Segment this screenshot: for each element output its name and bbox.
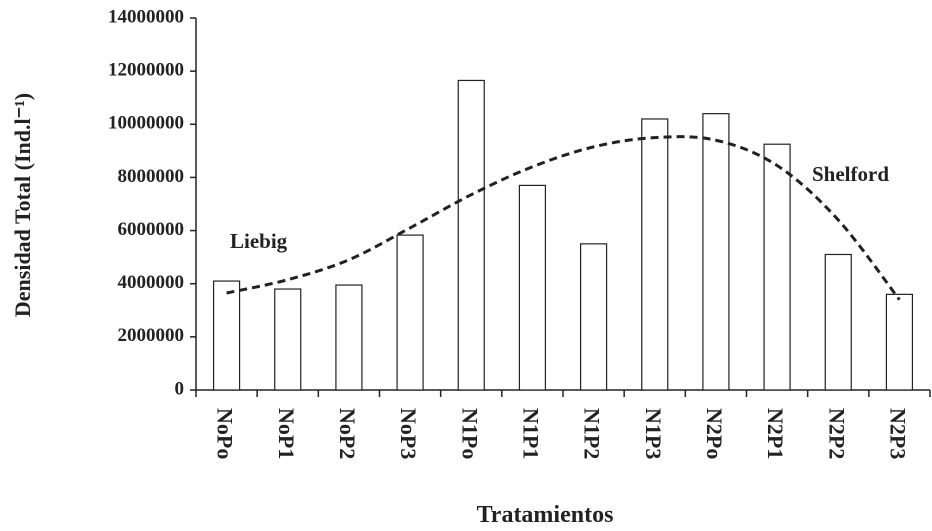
y-tick-label: 6000000 <box>118 219 185 240</box>
bar <box>763 143 791 391</box>
bar <box>579 243 608 391</box>
y-axis-title: Densidad Total (Ind.l⁻¹) <box>10 93 35 317</box>
x-tick-label: N1Po <box>457 408 482 459</box>
y-tick-label: 10000000 <box>108 113 184 134</box>
annotation: Liebig <box>230 229 288 253</box>
x-tick-label: N1P2 <box>580 408 605 459</box>
x-tick-label: N1P3 <box>641 408 666 459</box>
bar <box>702 113 730 391</box>
bar <box>335 284 363 391</box>
x-tick-label: NoP1 <box>274 408 299 459</box>
x-tick-label: NoP3 <box>396 408 421 459</box>
bar <box>212 280 241 391</box>
x-axis-title: Tratamientos <box>477 502 614 528</box>
bar <box>824 253 852 391</box>
y-tick-label: 4000000 <box>118 272 185 293</box>
y-tick-label: 14000000 <box>108 6 184 27</box>
y-tick-label: 0 <box>175 378 185 399</box>
bar <box>518 184 547 391</box>
bar <box>274 288 302 391</box>
y-tick-label: 12000000 <box>108 60 184 81</box>
x-tick-label: N1P1 <box>518 408 543 459</box>
bar <box>641 118 669 391</box>
x-tick-label: NoPo <box>213 408 238 459</box>
x-tick-label: N2P3 <box>885 408 910 459</box>
y-tick-label: 8000000 <box>118 166 185 187</box>
x-tick-label: N2Po <box>702 408 727 459</box>
bar <box>457 79 485 391</box>
annotation: Shelford <box>812 162 889 186</box>
trend-line <box>226 135 901 301</box>
bar <box>885 293 914 391</box>
x-tick-label: N2P2 <box>824 408 849 459</box>
x-tick-label: N2P1 <box>763 408 788 459</box>
bar <box>396 234 424 391</box>
y-tick-label: 2000000 <box>118 325 185 346</box>
x-tick-label: NoP2 <box>335 408 360 459</box>
